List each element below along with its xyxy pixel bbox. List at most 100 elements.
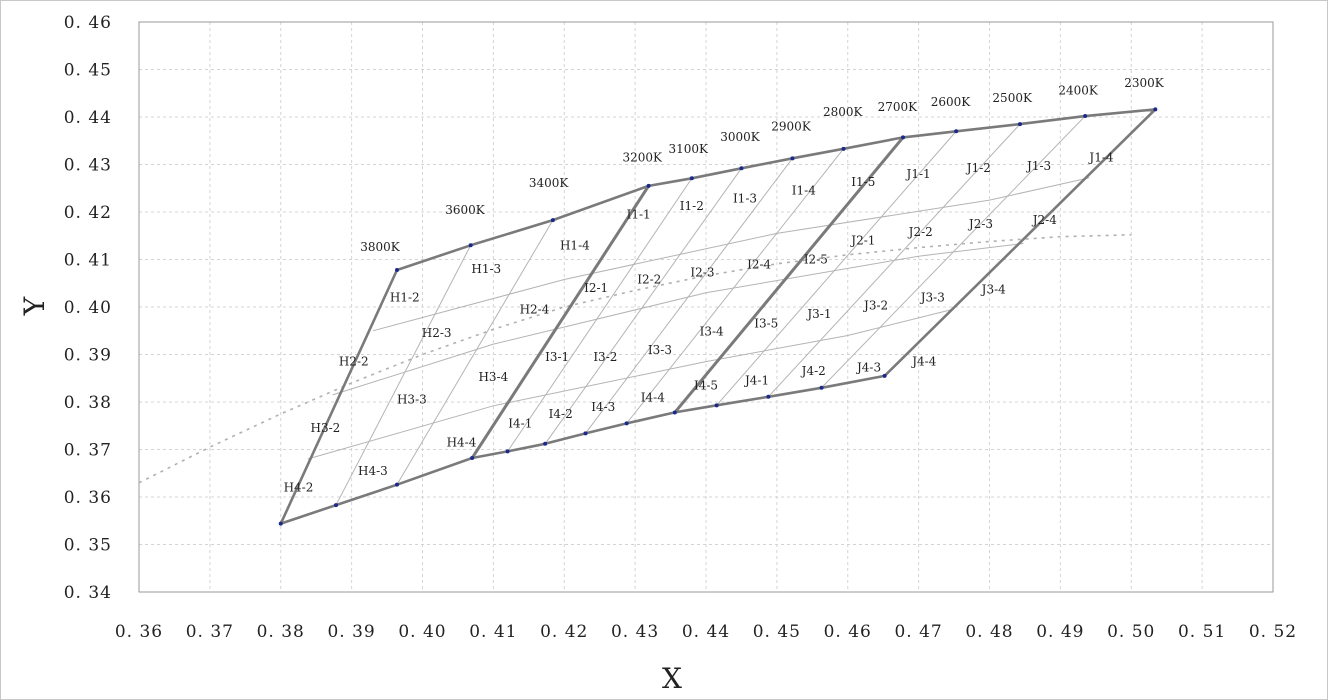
- bin-divider-vertical: [716, 130, 957, 406]
- x-tick-label: 0. 39: [327, 622, 375, 642]
- cct-label: 3200K: [622, 151, 663, 165]
- x-tick-label: 0. 43: [611, 622, 659, 642]
- bin-label: I3-4: [700, 325, 724, 339]
- bottom-point: [714, 403, 719, 408]
- bin-label: I3-5: [754, 317, 778, 331]
- group-divider-line: [470, 185, 650, 459]
- bin-label: I4-1: [508, 416, 532, 430]
- bin-label: H1-4: [560, 238, 590, 252]
- bin-label: H1-3: [471, 262, 501, 276]
- y-tick-label: 0. 42: [64, 203, 112, 223]
- bin-label: J3-3: [919, 291, 945, 305]
- y-tick-label: 0. 37: [64, 441, 112, 461]
- bottom-point: [672, 410, 677, 415]
- y-tick-label: 0. 39: [64, 346, 112, 366]
- bin-label: J2-4: [1031, 213, 1058, 227]
- bin-divider-vertical: [626, 148, 844, 424]
- bottom-point: [505, 449, 510, 454]
- bin-label: H2-3: [422, 326, 452, 340]
- bin-label: J3-2: [862, 299, 888, 313]
- cct-label: 2500K: [992, 91, 1033, 105]
- cct-label: 3400K: [529, 176, 570, 190]
- cct-point: [841, 146, 846, 151]
- bin-region-outline: [279, 108, 1157, 525]
- bin-label: H2-4: [520, 302, 550, 316]
- bin-label: J3-1: [805, 307, 831, 321]
- bin-label: J1-4: [1087, 150, 1114, 164]
- cct-point: [550, 218, 555, 223]
- cct-label: 3100K: [669, 142, 710, 156]
- bin-label: H4-3: [358, 464, 388, 478]
- group-divider-line: [673, 136, 905, 414]
- bin-label: H3-3: [397, 393, 427, 407]
- cct-label: 2600K: [931, 95, 972, 109]
- cct-point: [739, 166, 744, 171]
- bin-label: I2-5: [804, 253, 828, 267]
- bottom-point: [543, 441, 548, 446]
- bin-label: I3-3: [648, 343, 672, 357]
- bin-label: I4-2: [549, 407, 573, 421]
- bottom-point: [766, 394, 771, 399]
- x-tick-label: 0. 45: [753, 622, 801, 642]
- bin-divider-vertical: [544, 168, 742, 445]
- bin-label: J1-3: [1025, 159, 1051, 173]
- x-tick-label: 0. 52: [1249, 622, 1297, 642]
- bottom-point: [819, 385, 824, 390]
- x-tick-label: 0. 47: [894, 622, 942, 642]
- bin-label: J1-2: [965, 161, 991, 175]
- bin-label: H2-2: [339, 355, 369, 369]
- bin-label: J4-1: [743, 374, 769, 388]
- bottom-point: [583, 431, 588, 436]
- bin-label: J2-3: [967, 217, 993, 231]
- bin-divider-horizontal: [307, 308, 953, 460]
- bin-label: I2-4: [747, 257, 771, 271]
- bin-label: H3-2: [311, 421, 341, 435]
- y-tick-label: 0. 43: [64, 156, 112, 176]
- cct-point: [901, 135, 906, 140]
- y-tick-label: 0. 44: [64, 108, 112, 128]
- cct-label: 2900K: [771, 119, 812, 133]
- bin-label: H3-4: [478, 370, 508, 384]
- cct-point: [1153, 107, 1158, 112]
- x-tick-label: 0. 37: [186, 622, 234, 642]
- bin-divider-vertical: [585, 158, 793, 434]
- bin-divider-horizontal: [372, 177, 1090, 332]
- bin-label: I4-3: [591, 400, 615, 414]
- bin-label: J4-2: [800, 364, 826, 378]
- bin-label: I1-3: [733, 192, 757, 206]
- cct-label: 3000K: [720, 130, 761, 144]
- y-tick-label: 0. 40: [64, 298, 112, 318]
- cct-point: [468, 243, 473, 248]
- bin-label: I4-5: [694, 378, 718, 392]
- cct-point: [790, 156, 795, 161]
- bin-label: J4-4: [910, 355, 937, 369]
- cct-point: [1017, 122, 1022, 127]
- bin-label: I3-1: [545, 350, 569, 364]
- bin-divider-vertical: [335, 245, 472, 506]
- bottom-point: [334, 503, 339, 508]
- x-tick-label: 0. 38: [257, 622, 305, 642]
- y-tick-label: 0. 34: [64, 583, 112, 603]
- bin-divider-vertical: [821, 115, 1086, 389]
- x-tick-label: 0. 44: [682, 622, 730, 642]
- bin-label: I1-4: [792, 184, 816, 198]
- x-tick-label: 0. 42: [540, 622, 588, 642]
- x-tick-label: 0. 51: [1178, 622, 1226, 642]
- bin-label: I1-1: [627, 207, 651, 221]
- x-tick-label: 0. 40: [398, 622, 446, 642]
- bin-label: J2-2: [907, 225, 933, 239]
- cct-label: 2300K: [1124, 76, 1165, 90]
- cct-point: [1083, 114, 1088, 119]
- cct-point: [394, 267, 399, 272]
- bin-label: J4-3: [855, 360, 881, 374]
- y-axis-title: Y: [18, 296, 51, 316]
- bin-label: H1-2: [390, 291, 420, 305]
- y-tick-label: 0. 46: [64, 13, 112, 33]
- x-tick-label: 0. 41: [469, 622, 517, 642]
- cct-point: [689, 176, 694, 181]
- cct-label: 3600K: [445, 203, 486, 217]
- cct-label: 2800K: [823, 105, 864, 119]
- y-tick-label: 0. 36: [64, 488, 112, 508]
- bin-label: I2-1: [584, 281, 608, 295]
